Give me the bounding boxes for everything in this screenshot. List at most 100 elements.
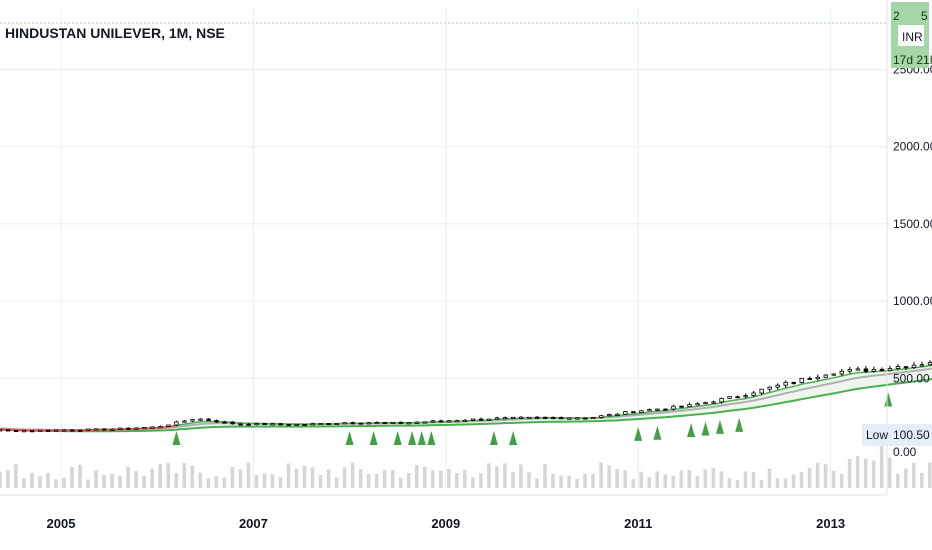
volume-bar [711, 468, 716, 488]
candle-body [679, 405, 684, 408]
candle-body [847, 369, 853, 372]
candle-body [110, 428, 115, 431]
volume-bar [631, 479, 635, 488]
volume-bar [871, 460, 876, 488]
candle-body [727, 396, 732, 399]
candle-body [150, 426, 155, 429]
candle-body [286, 424, 291, 427]
candle-body [174, 421, 179, 426]
candle-body [623, 411, 628, 415]
candle-body [551, 417, 556, 420]
volume-bar [310, 467, 315, 488]
candle-body [567, 417, 572, 420]
x-tick-label: 2013 [816, 516, 845, 531]
volume-bar [358, 469, 363, 488]
candle-body [494, 417, 500, 420]
volume-bar [206, 478, 211, 488]
buy-signal-arrow [489, 431, 498, 445]
volume-bar [294, 468, 299, 488]
candle-body [839, 370, 845, 375]
volume-bar [543, 464, 547, 488]
volume-bar [38, 475, 42, 488]
volume-bar [302, 465, 307, 488]
volume-bar [487, 463, 491, 488]
volume-bar [455, 473, 459, 488]
candle-body [310, 423, 315, 426]
candle-body [246, 423, 251, 426]
volume-bar [647, 477, 652, 488]
volume-bar [767, 468, 772, 488]
candle-body [559, 417, 564, 420]
buy-signal-arrow [369, 431, 378, 445]
candle-body [62, 429, 67, 432]
volume-bar [839, 473, 844, 488]
buy-signal-arrow [393, 431, 402, 445]
price-badge-right: 5 [921, 9, 928, 23]
volume-bar [583, 473, 587, 488]
y-tick-label: 2000.00 [893, 140, 932, 154]
candle-body [118, 427, 123, 430]
volume-bar [591, 473, 595, 488]
volume-bar [495, 466, 499, 488]
volume-bar [246, 462, 251, 488]
volume-bar [414, 465, 419, 488]
time-axis[interactable]: 200520072009201120132015201720192021 [0, 494, 932, 531]
y-tick-label: 500.00 [893, 371, 930, 385]
volume-bar [831, 470, 836, 488]
buy-signal-arrow [634, 426, 643, 441]
volume-bar [366, 473, 371, 488]
candle-body [126, 427, 131, 430]
candle-body [398, 421, 404, 424]
volume-bar [158, 464, 163, 488]
volume-bar [398, 477, 403, 488]
volume-bar [855, 456, 860, 488]
volume-bar [86, 479, 90, 488]
candle-body [374, 422, 380, 425]
volume-bar [663, 474, 668, 488]
time-to-close: 17d 21h [893, 53, 932, 67]
volume-bar [895, 473, 900, 488]
candle-body [94, 428, 99, 431]
volume-bar [527, 472, 531, 488]
price-badge-top: 2 [893, 9, 900, 23]
buy-signal-arrow [417, 431, 426, 445]
low-badge: Low 100.50 [862, 424, 932, 446]
volume-bar [655, 471, 660, 488]
volume-bar [919, 472, 924, 488]
buy-signal-arrow [715, 419, 724, 434]
candle-body [13, 429, 19, 432]
candle-body [358, 422, 364, 425]
volume-bar [350, 462, 355, 488]
candle-body [759, 388, 764, 394]
candle-body [198, 418, 203, 421]
candle-body [342, 422, 347, 425]
volume-bar [791, 474, 796, 488]
candle-body [855, 368, 861, 371]
volume-bar [799, 472, 804, 488]
candle-body [719, 398, 724, 403]
candle-body [791, 381, 796, 384]
candle-body [206, 418, 211, 421]
volume-bar [703, 469, 708, 488]
candle-body [102, 428, 107, 431]
price-badge: 2 5 INR 17d 21h [891, 2, 932, 68]
volume-bar [422, 466, 427, 488]
band-upper-bear-segment [0, 424, 177, 432]
candle-body [631, 411, 636, 414]
candle-body [238, 423, 243, 426]
volume-bar [719, 471, 724, 488]
symbol-title: HINDUSTAN UNILEVER, 1M, NSE [5, 25, 225, 41]
candle-body [462, 419, 468, 422]
volume-bar [751, 471, 756, 488]
candle-body [911, 364, 917, 368]
candle-body [775, 384, 780, 388]
volume-bar [695, 476, 700, 488]
volume-bar [70, 466, 74, 488]
volume-bar [262, 473, 267, 488]
candle-body [903, 366, 909, 369]
volume-bar [46, 472, 50, 488]
candle-body [5, 429, 11, 432]
volume-bar [471, 477, 475, 488]
